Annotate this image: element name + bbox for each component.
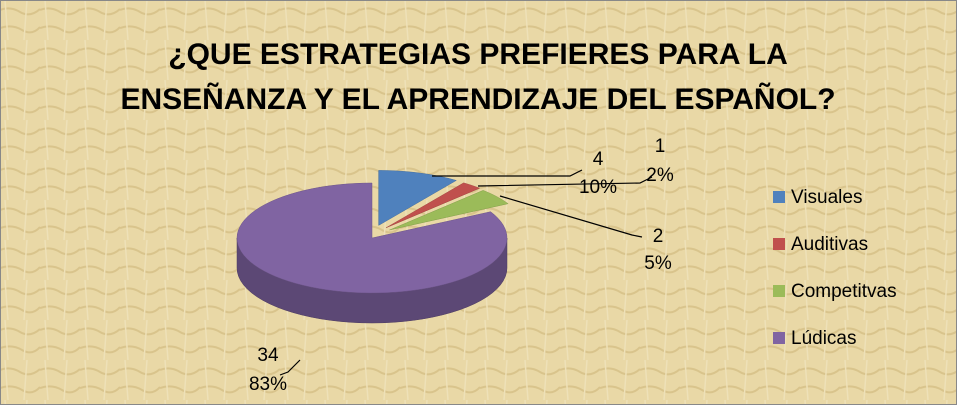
pie xyxy=(236,170,509,324)
slice xyxy=(389,190,509,231)
legend: Visuales Auditivas Competitvas Lúdicas xyxy=(773,187,897,349)
legend-label: Visuales xyxy=(791,187,862,208)
leader-line xyxy=(279,359,301,376)
legend-swatch xyxy=(773,332,785,344)
legend-swatch xyxy=(773,191,785,203)
data-label: 2% xyxy=(646,165,674,186)
data-label: 2 xyxy=(653,226,664,247)
leader-line xyxy=(499,195,643,238)
leader-lines xyxy=(279,169,653,376)
chart-title: ENSEÑANZA Y EL APRENDIZAJE DEL ESPAÑOL? xyxy=(120,82,835,116)
leader-line xyxy=(432,169,583,177)
legend-swatch xyxy=(773,285,785,297)
data-label: 4 xyxy=(593,149,604,170)
legend-label: Auditivas xyxy=(791,234,868,255)
legend-label: Lúdicas xyxy=(791,328,857,349)
data-label: 1 xyxy=(655,136,666,157)
slice xyxy=(236,182,508,294)
chart-title: ¿QUE ESTRATEGIAS PREFIERES PARA LA xyxy=(168,38,788,71)
legend-label: Competitvas xyxy=(791,281,897,302)
data-label: 34 xyxy=(257,345,279,366)
data-labels: 4 10% 1 2% 2 5% 34 83% xyxy=(249,136,674,395)
legend-swatch xyxy=(773,238,785,250)
data-label: 10% xyxy=(579,177,617,198)
data-label: 83% xyxy=(249,374,287,395)
leader-line xyxy=(477,176,653,187)
data-label: 5% xyxy=(644,253,672,274)
slice xyxy=(385,182,481,229)
slice xyxy=(378,170,457,226)
